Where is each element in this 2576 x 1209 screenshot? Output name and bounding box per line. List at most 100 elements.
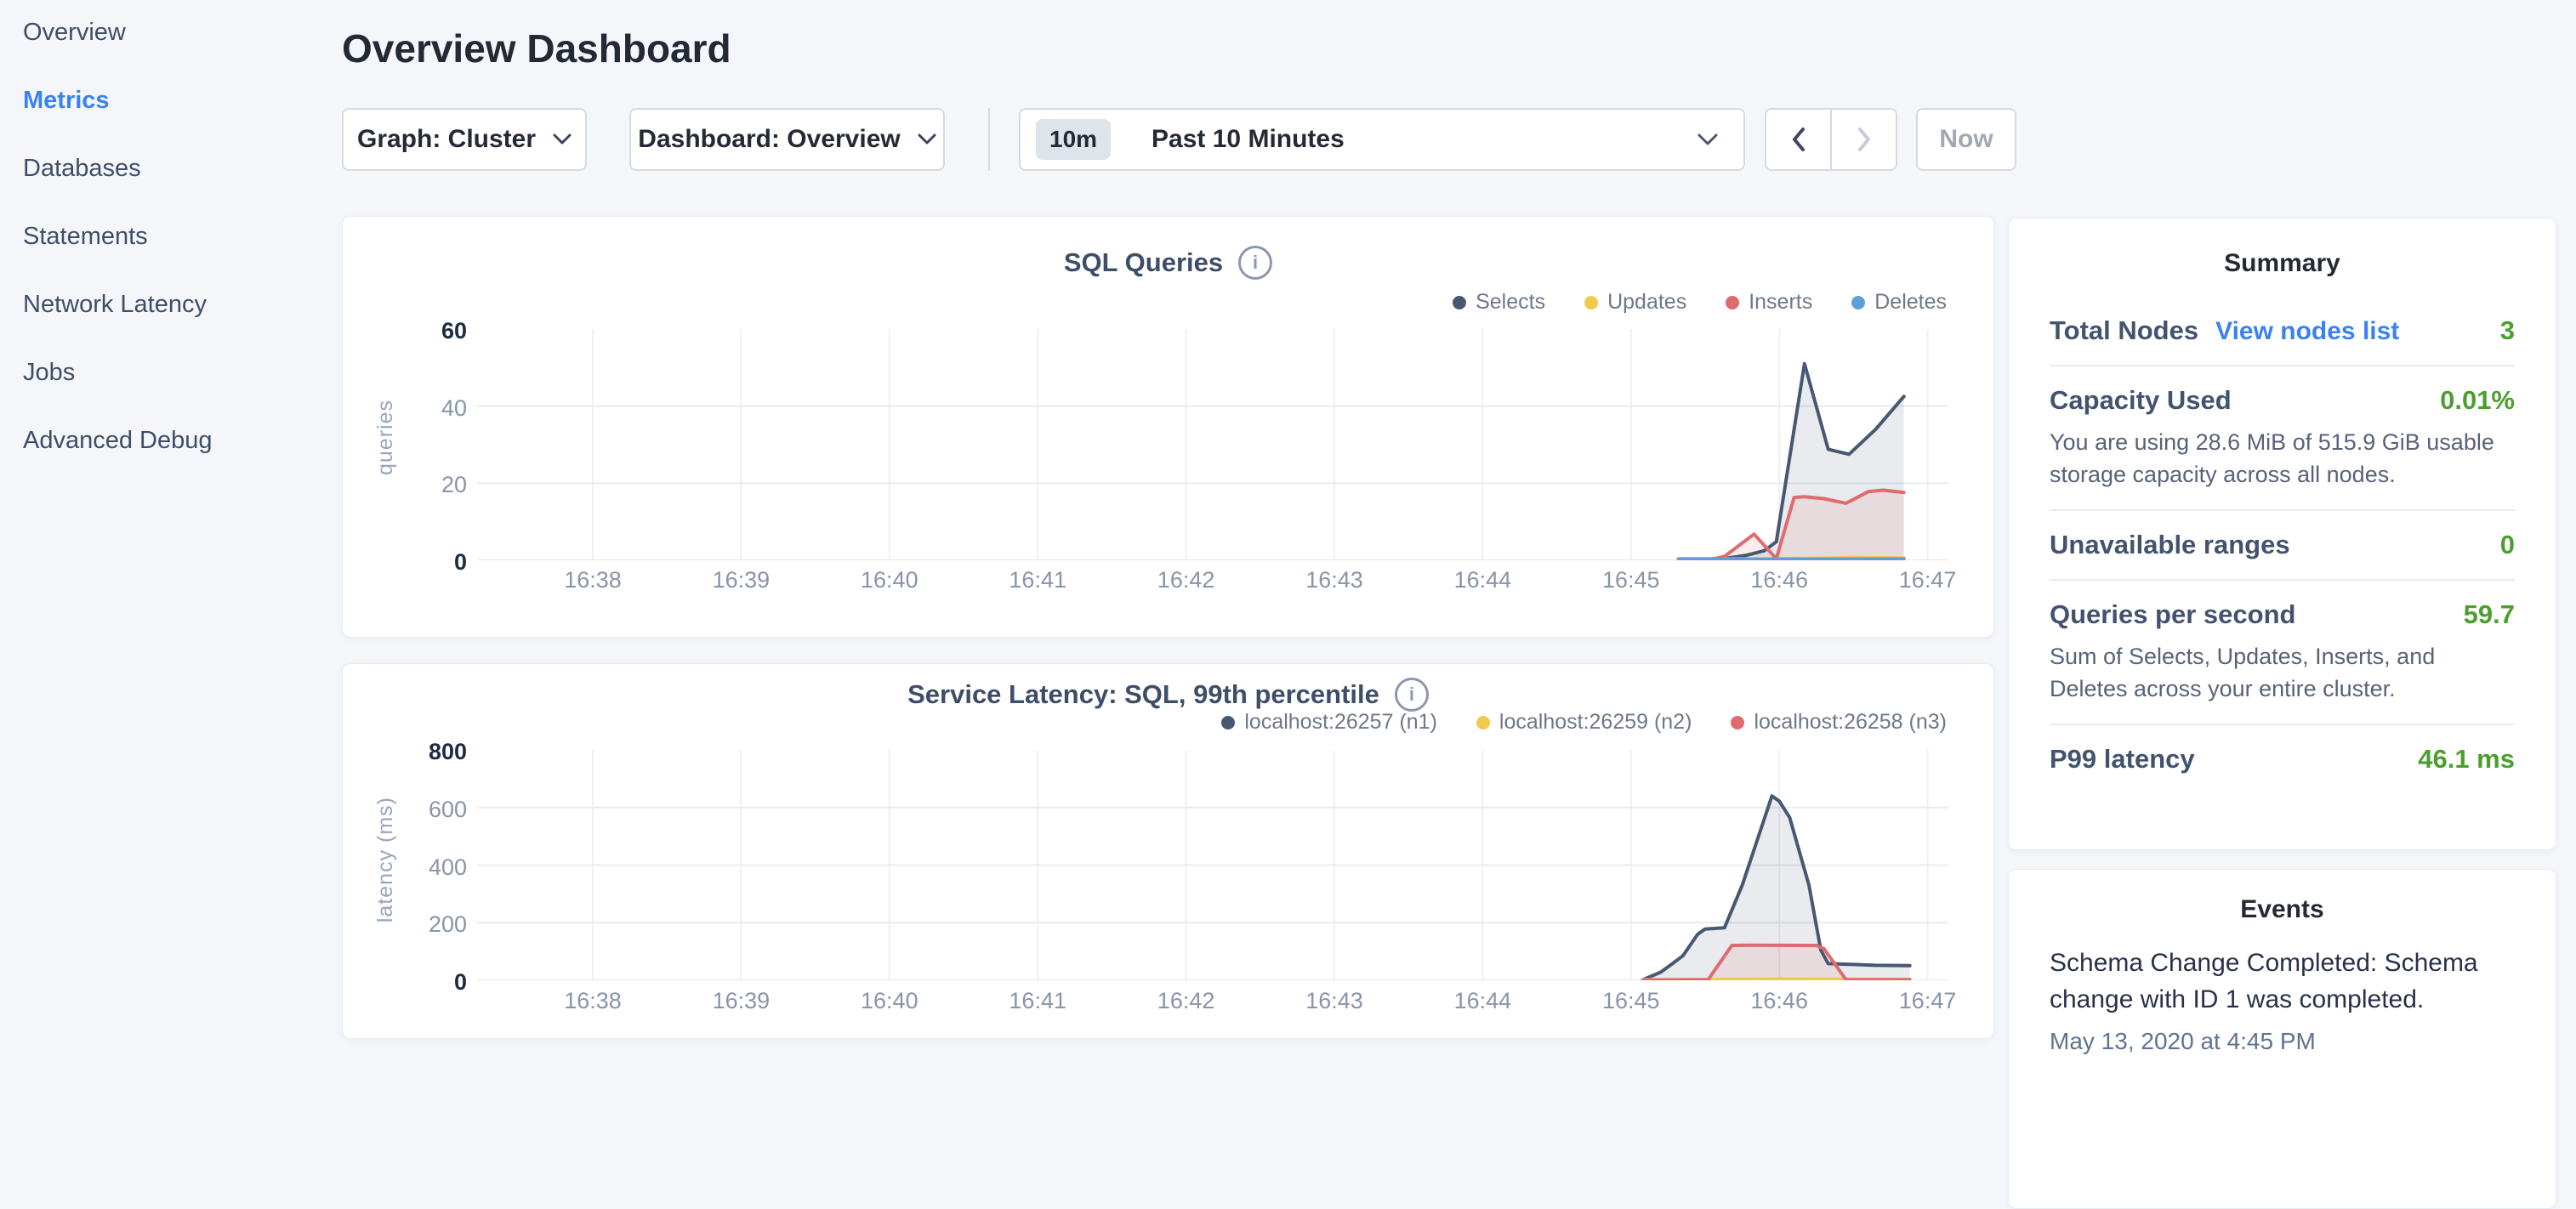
chevron-down-icon — [553, 133, 571, 145]
sidebar-item-network-latency[interactable]: Network Latency — [23, 292, 340, 317]
legend-dot-icon — [1851, 296, 1865, 309]
x-tick-label: 16:40 — [839, 567, 941, 593]
summary-stats: Total NodesView nodes list3Capacity Used… — [2050, 307, 2515, 793]
legend-item-deletes: Deletes — [1851, 290, 1947, 315]
sidebar-item-advanced-debug[interactable]: Advanced Debug — [23, 428, 340, 453]
summary-stat-row: P99 latency46.1 ms — [2050, 725, 2515, 793]
legend-label: Selects — [1476, 290, 1545, 315]
x-tick-label: 16:43 — [1283, 988, 1385, 1014]
page-title: Overview Dashboard — [342, 26, 731, 71]
y-tick-label: 0 — [389, 969, 467, 996]
x-tick-label: 16:38 — [542, 567, 644, 593]
time-range-label: Past 10 Minutes — [1152, 125, 1345, 154]
info-icon[interactable]: i — [1395, 678, 1429, 712]
stat-value: 3 — [2500, 315, 2515, 346]
legend-item-localhost-26257-n1-: localhost:26257 (n1) — [1221, 710, 1437, 735]
now-button[interactable]: Now — [1916, 108, 2016, 171]
legend-item-inserts: Inserts — [1726, 290, 1812, 315]
service-latency-plot[interactable] — [477, 750, 1948, 980]
sidebar: Overview Metrics Databases Statements Networ… — [0, 0, 340, 496]
summary-stat-row: Capacity Used 0.01% You are using 28.6 MiB… — [2050, 366, 2515, 511]
legend-dot-icon — [1453, 296, 1466, 309]
dashboard-dropdown[interactable]: Dashboard: Overview — [629, 108, 945, 171]
legend-label: Inserts — [1749, 290, 1812, 315]
y-tick-label: 60 — [389, 318, 467, 344]
stat-description: You are using 28.6 MiB of 515.9 GiB usab… — [2050, 426, 2515, 491]
x-tick-label: 16:42 — [1135, 988, 1237, 1014]
time-forward-button[interactable] — [1830, 110, 1896, 169]
dashboard-dropdown-label: Dashboard: Overview — [638, 125, 900, 154]
sql-queries-plot[interactable] — [477, 329, 1948, 560]
main-content: Overview Dashboard Graph: Cluster Dashbo… — [342, 0, 2022, 1051]
x-tick-label: 16:41 — [987, 567, 1089, 593]
chevron-down-icon — [918, 133, 936, 145]
events-panel: Events Schema Change Completed: Schema c… — [2008, 869, 2556, 1209]
x-tick-label: 16:39 — [690, 567, 792, 593]
y-tick-label: 0 — [389, 549, 467, 576]
summary-stat-row: Unavailable ranges 0 — [2050, 511, 2515, 581]
x-tick-label: 16:41 — [987, 988, 1089, 1014]
chart-title-row: SQL Queries i — [343, 246, 1993, 280]
y-tick-label: 600 — [389, 797, 467, 823]
x-tick-label: 16:44 — [1431, 988, 1533, 1014]
service-latency-chart-card: Service Latency: SQL, 99th percentile i … — [342, 663, 1994, 1039]
y-tick-label: 20 — [389, 472, 467, 498]
sidebar-item-statements[interactable]: Statements — [23, 224, 340, 249]
x-tick-label: 16:46 — [1728, 988, 1830, 1014]
sidebar-item-jobs[interactable]: Jobs — [23, 360, 340, 385]
stat-description: Sum of Selects, Updates, Inserts, and De… — [2050, 640, 2515, 705]
x-tick-label: 16:45 — [1580, 567, 1682, 593]
legend-item-localhost-26259-n2-: localhost:26259 (n2) — [1476, 710, 1692, 735]
graph-dropdown-label: Graph: Cluster — [357, 125, 536, 154]
sidebar-item-metrics[interactable]: Metrics — [23, 88, 340, 113]
chart-title-row: Service Latency: SQL, 99th percentile i — [343, 678, 1993, 712]
time-back-button[interactable] — [1766, 110, 1830, 169]
legend-label: localhost:26259 (n2) — [1499, 710, 1692, 735]
stat-label: P99 latency — [2050, 744, 2195, 775]
summary-title: Summary — [2009, 249, 2556, 278]
chart-legend: localhost:26257 (n1) localhost:26259 (n2)… — [1221, 710, 1947, 735]
legend-item-localhost-26258-n3-: localhost:26258 (n3) — [1731, 710, 1947, 735]
time-step-buttons — [1765, 108, 1897, 171]
time-range-badge: 10m — [1036, 119, 1111, 160]
x-tick-label: 16:44 — [1431, 567, 1533, 593]
x-tick-label: 16:46 — [1728, 567, 1830, 593]
legend-dot-icon — [1731, 716, 1744, 729]
graph-dropdown[interactable]: Graph: Cluster — [342, 108, 587, 171]
chart-title: Service Latency: SQL, 99th percentile — [907, 679, 1379, 710]
event-timestamp: May 13, 2020 at 4:45 PM — [2050, 1028, 2515, 1055]
stat-label: Queries per second — [2050, 599, 2295, 630]
event-item: Schema Change Completed: Schema change w… — [2050, 945, 2515, 1055]
stat-label: Unavailable ranges — [2050, 530, 2290, 560]
y-tick-label: 400 — [389, 854, 467, 881]
view-nodes-list-link[interactable]: View nodes list — [2215, 317, 2399, 346]
summary-stat-row: Queries per second59.7Sum of Selects, Up… — [2050, 581, 2515, 725]
legend-dot-icon — [1584, 296, 1598, 309]
event-text: Schema Change Completed: Schema change w… — [2050, 945, 2515, 1018]
summary-panel: Summary Total NodesView nodes list3Capac… — [2008, 218, 2556, 850]
legend-dot-icon — [1726, 296, 1739, 309]
chevron-down-icon — [1697, 133, 1718, 146]
time-range-selector[interactable]: 10m Past 10 Minutes — [1019, 108, 1745, 171]
stat-value: 0.01% — [2440, 385, 2515, 416]
info-icon[interactable]: i — [1238, 246, 1272, 280]
legend-label: localhost:26257 (n1) — [1244, 710, 1437, 735]
legend-dot-icon — [1221, 716, 1235, 729]
toolbar: Graph: Cluster Dashboard: Overview 10m P… — [342, 108, 2022, 171]
events-list: Schema Change Completed: Schema change w… — [2050, 945, 2515, 1055]
legend-label: Deletes — [1874, 290, 1947, 315]
stat-value: 0 — [2500, 530, 2515, 560]
legend-label: Updates — [1607, 290, 1686, 315]
y-tick-label: 800 — [389, 739, 467, 765]
legend-label: localhost:26258 (n3) — [1754, 710, 1947, 735]
events-title: Events — [2009, 895, 2556, 924]
chart-title: SQL Queries — [1064, 247, 1223, 278]
sql-queries-chart-card: SQL Queries i Selects Updates Inserts Delet… — [342, 216, 1994, 638]
legend-dot-icon — [1476, 716, 1490, 729]
sidebar-item-overview[interactable]: Overview — [23, 20, 340, 45]
stat-label: Capacity Used — [2050, 385, 2232, 416]
x-tick-label: 16:38 — [542, 988, 644, 1014]
x-tick-label: 16:43 — [1283, 567, 1385, 593]
x-tick-label: 16:47 — [1877, 988, 1979, 1014]
sidebar-item-databases[interactable]: Databases — [23, 156, 340, 181]
